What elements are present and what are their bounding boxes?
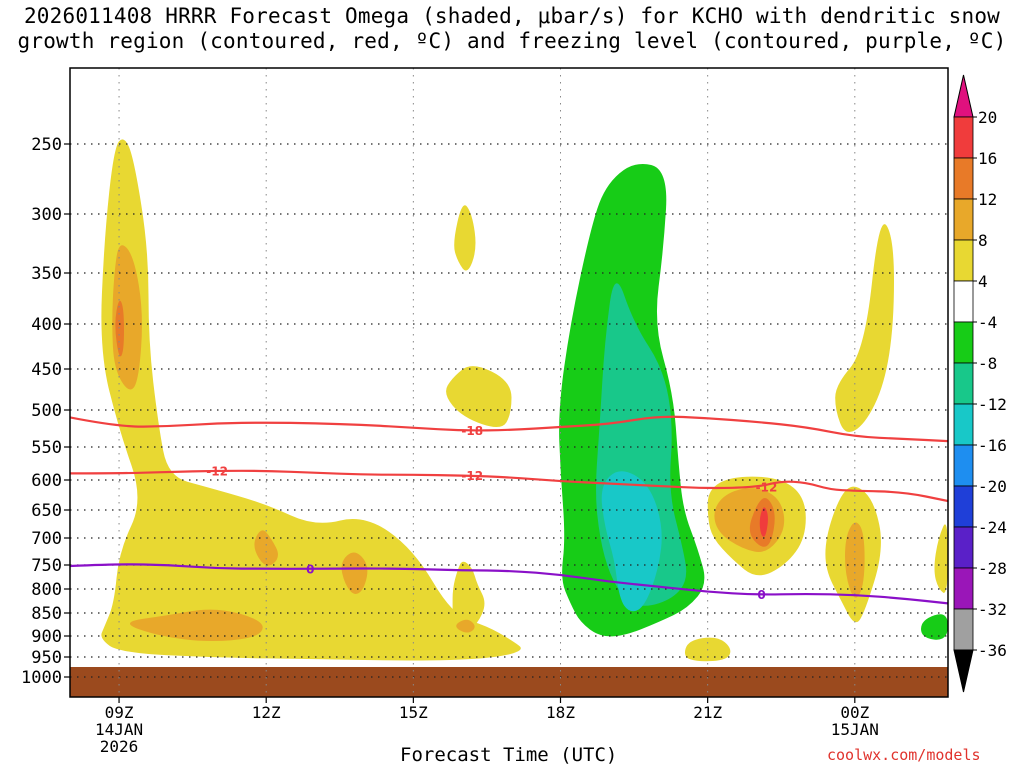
chart-title: 2026011408 HRRR Forecast Omega (shaded, … xyxy=(0,4,1024,54)
x-tick-label-14jan: 14JAN xyxy=(95,720,143,739)
colorbar-bin-36-to-32 xyxy=(953,608,974,651)
colorbar-label-20: 20 xyxy=(978,108,997,127)
region-upward-motion-4-to-8-23z-upper xyxy=(835,224,894,433)
chart-title-line-1: 2026011408 HRRR Forecast Omega (shaded, … xyxy=(23,4,1001,28)
y-tick-label-600: 600 xyxy=(31,471,62,491)
region-upward-motion-8-to-12-14z xyxy=(341,552,368,594)
y-tick-label-300: 300 xyxy=(31,205,62,225)
credit-link[interactable]: coolwx.com/models xyxy=(827,746,981,764)
colorbar-bin-12-to-8 xyxy=(953,362,974,405)
contour-label-1: -12 xyxy=(206,464,228,478)
colorbar-label-8: 8 xyxy=(978,231,988,250)
colorbar-bin-28-to-24 xyxy=(953,526,974,569)
x-tick-label-09z: 09Z xyxy=(105,703,134,722)
region-upward-motion-12-to-16-morning xyxy=(115,300,124,357)
y-tick-label-700: 700 xyxy=(31,529,62,549)
colorbar-label-minus-32: -32 xyxy=(978,600,1007,619)
omega-shading xyxy=(70,57,948,697)
colorbar-label-minus-36: -36 xyxy=(978,641,1007,660)
y-tick-label-500: 500 xyxy=(31,401,62,421)
plot-frame xyxy=(69,67,949,698)
region-upward-motion-4-to-8-early-morning-band xyxy=(101,139,521,661)
y-tick-label-400: 400 xyxy=(31,315,62,335)
contour-18c-isotherm xyxy=(70,415,948,443)
contour-label-5: 0 xyxy=(757,588,765,602)
region-upward-motion-8-to-12-morning-lower xyxy=(129,609,263,642)
x-tick-label-00z: 00Z xyxy=(840,703,869,722)
ground-below-surface xyxy=(70,667,948,697)
chart-title-line-2: growth region (contoured, red, ºC) and f… xyxy=(17,29,1007,53)
region-upward-motion-16-to-20-22z xyxy=(759,507,768,537)
region-upward-motion-4-to-8-16z-lower xyxy=(452,561,485,634)
x-tick-label-15z: 15Z xyxy=(399,703,428,722)
y-tick-label-450: 450 xyxy=(31,360,62,380)
colorbar-bin-4-to-4 xyxy=(953,280,974,323)
x-tick-label-18z: 18Z xyxy=(546,703,575,722)
temperature-contours: -18 -12 -12 -12 0 0 xyxy=(70,415,948,605)
x-tick-label-12z: 12Z xyxy=(252,703,281,722)
colorbar-bin-32-to-28 xyxy=(953,567,974,610)
y-tick-label-900: 900 xyxy=(31,627,62,647)
region-downward-motion-4-to-8-top-23z xyxy=(807,57,814,67)
colorbar-label-16: 16 xyxy=(978,149,997,168)
y-tick-label-650: 650 xyxy=(31,501,62,521)
region-upward-motion-4-to-8-16z-upper xyxy=(446,366,512,427)
y-tick-label-950: 950 xyxy=(31,648,62,668)
colorbar-bin-20-to-16 xyxy=(953,444,974,487)
colorbar-label-minus-24: -24 xyxy=(978,518,1007,537)
contour-label-4: 0 xyxy=(306,562,314,576)
contour-0c-freezing-level xyxy=(70,563,948,605)
y-tick-label-800: 800 xyxy=(31,580,62,600)
y-tick-label-550: 550 xyxy=(31,438,62,458)
colorbar-top-cap xyxy=(953,74,974,118)
colorbar-label-minus-16: -16 xyxy=(978,436,1007,455)
pressure-axis: 250 300 350 400 450 500 550 600 650 700 750 800 850 9… xyxy=(21,135,70,688)
x-axis-label: Forecast Time (UTC) xyxy=(400,744,618,766)
colorbar-bin-16-to-12 xyxy=(953,403,974,446)
y-tick-label-750: 750 xyxy=(31,556,62,576)
contour-label-0: -18 xyxy=(461,424,483,438)
contour-label-3: -12 xyxy=(756,481,778,495)
colorbar-bin-12-to-16 xyxy=(953,157,974,200)
colorbar-bin-4-to-8 xyxy=(953,239,974,282)
x-tick-label-21z: 21Z xyxy=(693,703,722,722)
x-tick-label-15jan: 15JAN xyxy=(831,720,879,739)
region-upward-motion-4-to-8-right-edge xyxy=(934,524,948,593)
x-tick-label-2026: 2026 xyxy=(100,737,139,756)
region-downward-motion-12-to-16-19z xyxy=(601,471,662,612)
colorbar-bin-16-to-20 xyxy=(953,116,974,159)
colorbar-label-minus-4: -4 xyxy=(978,313,997,332)
y-tick-label-250: 250 xyxy=(31,135,62,155)
y-tick-label-1000: 1000 xyxy=(21,668,62,688)
colorbar-bin-8-to-4 xyxy=(953,321,974,364)
colorbar-bin-8-to-12 xyxy=(953,198,974,241)
colorbar-bottom-cap xyxy=(953,649,974,693)
region-upward-motion-8-to-12-16z xyxy=(456,619,475,633)
colorbar-bin-24-to-20 xyxy=(953,485,974,528)
region-downward-motion-4-to-8-right-edge xyxy=(921,614,948,640)
contour-label-2: -12 xyxy=(461,469,483,483)
y-tick-label-350: 350 xyxy=(31,264,62,284)
contour-12c-isotherm xyxy=(70,469,948,503)
colorbar-label-minus-8: -8 xyxy=(978,354,997,373)
y-tick-label-850: 850 xyxy=(31,604,62,624)
colorbar: 20 16 12 8 4 -4 -8 -12 -16 -20 -24 -28 -32 -36 xyxy=(953,74,1007,693)
plot-border xyxy=(69,67,949,698)
colorbar-label-minus-12: -12 xyxy=(978,395,1007,414)
region-upward-motion-4-to-8-16z-small xyxy=(454,205,476,271)
colorbar-label-12: 12 xyxy=(978,190,997,209)
colorbar-label-minus-20: -20 xyxy=(978,477,1007,496)
colorbar-label-minus-28: -28 xyxy=(978,559,1007,578)
region-upward-motion-8-to-12-00z xyxy=(845,522,865,598)
region-upward-motion-8-to-12-12z xyxy=(254,530,278,566)
colorbar-label-4: 4 xyxy=(978,272,988,291)
